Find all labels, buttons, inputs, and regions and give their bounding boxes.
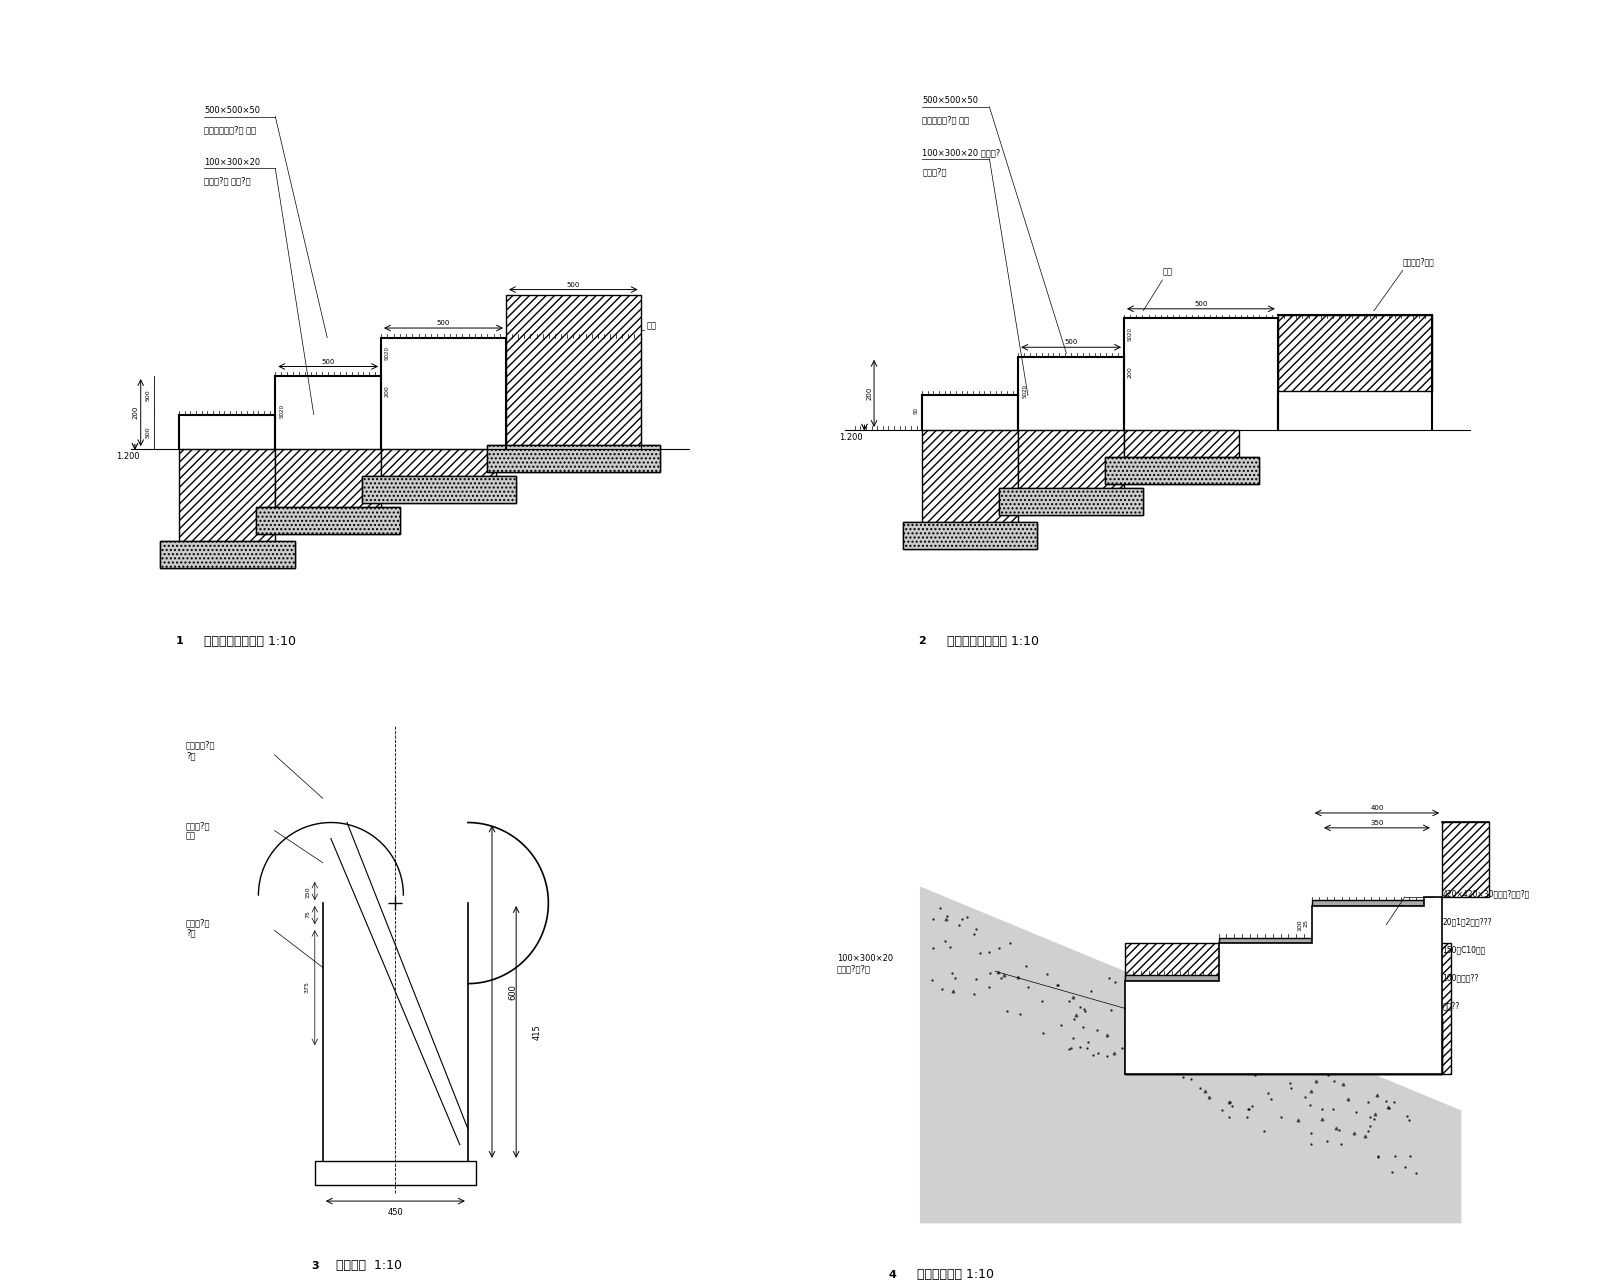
- Bar: [1104, 457, 1259, 484]
- Text: 420×420×30天然花?岩灰?面: 420×420×30天然花?岩灰?面: [1442, 890, 1530, 899]
- Bar: [922, 430, 1018, 526]
- Text: 100×300×20: 100×300×20: [205, 157, 261, 166]
- Text: 行人行道?装法: 行人行道?装法: [1403, 257, 1435, 266]
- Text: 500×500×50: 500×500×50: [922, 96, 978, 105]
- Text: 5020: 5020: [1022, 384, 1027, 398]
- Text: 1: 1: [176, 636, 182, 646]
- Text: 450: 450: [387, 1207, 403, 1216]
- Polygon shape: [1125, 897, 1442, 1074]
- Text: 100厘碎石??: 100厘碎石??: [1442, 974, 1478, 983]
- Text: 糖角浅灰色花?岩 毙毛: 糖角浅灰色花?岩 毙毛: [205, 125, 256, 134]
- Text: 200: 200: [1128, 366, 1133, 378]
- Text: 糖扔板?围: 糖扔板?围: [922, 168, 947, 177]
- Text: 1.200: 1.200: [115, 452, 139, 461]
- Bar: [256, 507, 400, 534]
- Text: 200: 200: [386, 385, 390, 397]
- Bar: [486, 445, 659, 472]
- Bar: [362, 476, 515, 503]
- Text: 500: 500: [146, 389, 150, 401]
- Text: 糖角浅色花?岩 毙毛: 糖角浅色花?岩 毙毛: [922, 115, 970, 124]
- Text: 北入口台阶一做法 1:10: 北入口台阶一做法 1:10: [205, 635, 296, 648]
- Bar: [1278, 315, 1432, 392]
- Text: 20厘1：2水泥???: 20厘1：2水泥???: [1442, 918, 1491, 927]
- Text: 2: 2: [918, 636, 926, 646]
- Bar: [1442, 822, 1488, 897]
- Bar: [1125, 1018, 1442, 1074]
- Text: 3: 3: [310, 1261, 318, 1271]
- Text: 100×300×20
天然花?岩?板: 100×300×20 天然花?岩?板: [837, 954, 893, 973]
- Text: 素土??: 素土??: [1442, 1001, 1459, 1010]
- Text: 350: 350: [1370, 820, 1384, 826]
- Text: 600: 600: [509, 984, 517, 1000]
- Text: 500: 500: [146, 426, 150, 438]
- Bar: [486, 445, 659, 472]
- Bar: [1018, 430, 1123, 492]
- Bar: [362, 476, 515, 503]
- Bar: [1104, 457, 1259, 484]
- Bar: [902, 522, 1037, 549]
- Text: 草啶: 草啶: [646, 321, 656, 330]
- Text: 景观石柱  1:10: 景观石柱 1:10: [336, 1260, 402, 1272]
- Text: 50: 50: [914, 407, 918, 413]
- Text: 150厘C10素底: 150厘C10素底: [1442, 946, 1485, 955]
- Bar: [1123, 430, 1240, 461]
- Text: 200: 200: [133, 406, 139, 420]
- Polygon shape: [920, 887, 1461, 1222]
- Text: 200: 200: [866, 387, 872, 401]
- Bar: [902, 522, 1037, 549]
- Text: 75: 75: [306, 910, 310, 918]
- Text: 5020: 5020: [1128, 326, 1133, 340]
- Text: 浅黄色花?岩
?毛: 浅黄色花?岩 ?毛: [186, 741, 216, 760]
- Text: 500: 500: [437, 320, 450, 326]
- Text: 4: 4: [888, 1270, 896, 1280]
- Bar: [275, 449, 381, 511]
- Bar: [998, 488, 1144, 515]
- Bar: [381, 449, 496, 480]
- Text: 1.200: 1.200: [840, 433, 862, 442]
- Bar: [506, 296, 640, 449]
- Bar: [1125, 943, 1451, 1074]
- Bar: [1312, 901, 1424, 906]
- Text: 北入口台阶二做法 1:10: 北入口台阶二做法 1:10: [947, 635, 1038, 648]
- Text: 500: 500: [1064, 339, 1078, 346]
- Bar: [315, 1161, 475, 1185]
- Bar: [1125, 975, 1219, 980]
- Text: 草啶: 草啶: [1163, 268, 1173, 276]
- Bar: [998, 488, 1144, 515]
- Text: 100×300×20 天然花?: 100×300×20 天然花?: [922, 148, 1000, 157]
- Text: 415: 415: [533, 1024, 541, 1039]
- Text: 天然花?岩 扔板?面: 天然花?岩 扔板?面: [205, 177, 251, 186]
- Text: 500: 500: [1194, 301, 1208, 307]
- Text: 100
25: 100 25: [1298, 919, 1309, 931]
- Bar: [1219, 938, 1312, 943]
- Text: 500: 500: [322, 358, 334, 365]
- Text: 浅色花?岩
?毛: 浅色花?岩 ?毛: [186, 918, 211, 937]
- Text: 500×500×50: 500×500×50: [205, 106, 261, 115]
- Text: 5020: 5020: [386, 346, 390, 360]
- Bar: [1125, 1018, 1442, 1074]
- Text: 150: 150: [306, 886, 310, 897]
- Text: 驻岸台阶做法 1:10: 驻岸台阶做法 1:10: [917, 1268, 994, 1280]
- Bar: [256, 507, 400, 534]
- Bar: [160, 541, 294, 568]
- Text: 500: 500: [566, 282, 581, 288]
- Text: 5020: 5020: [278, 403, 285, 417]
- Text: 深色花?岩
履光: 深色花?岩 履光: [186, 822, 211, 841]
- Text: 400: 400: [1370, 805, 1384, 812]
- Text: 375: 375: [306, 980, 310, 993]
- Bar: [160, 541, 294, 568]
- Bar: [179, 449, 275, 545]
